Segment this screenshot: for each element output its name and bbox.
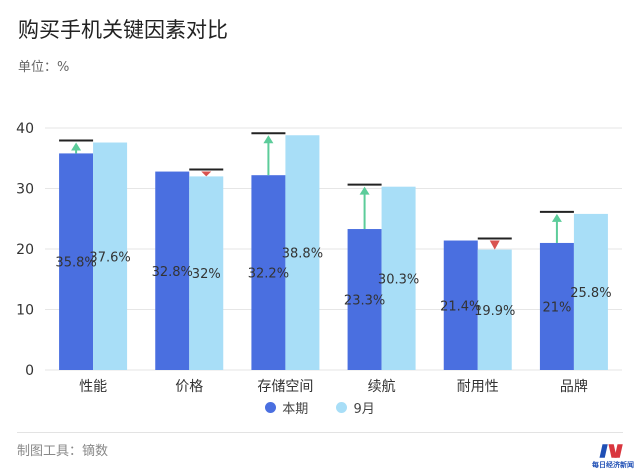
up-arrow-icon [551, 213, 562, 222]
legend-item-current[interactable]: 本期 [265, 398, 308, 417]
x-tick-label: 价格 [175, 379, 203, 395]
legend-dot-icon [336, 402, 348, 413]
bar-current [251, 175, 286, 370]
data-label: 21% [542, 300, 571, 315]
data-label: 19.9% [474, 304, 515, 319]
bar-current [443, 240, 478, 370]
legend: 本期 9月 [0, 398, 640, 417]
x-tick-label: 耐用性 [457, 379, 499, 395]
data-label: 30.3% [378, 272, 419, 287]
up-arrow-icon [263, 135, 274, 144]
bar-september [573, 213, 608, 370]
y-tick-label: 40 [16, 121, 34, 137]
bar-current [155, 171, 190, 370]
legend-dot-icon [265, 402, 277, 413]
chart-title: 购买手机关键因素对比 [18, 18, 228, 42]
unit-label: 单位：% [18, 60, 70, 75]
up-arrow-icon [71, 142, 82, 151]
data-label: 37.6% [89, 250, 130, 265]
bar-september [93, 142, 128, 370]
data-label: 32.2% [248, 267, 289, 282]
bar-current [59, 153, 94, 370]
bar-september [285, 135, 320, 370]
bar-september [189, 176, 224, 370]
bar-current [347, 229, 382, 370]
legend-label: 本期 [282, 402, 309, 417]
divider [17, 432, 623, 433]
bar-september [381, 186, 416, 370]
footer-credit: 制图工具：镝数 [17, 444, 109, 459]
y-tick-label: 20 [16, 242, 34, 258]
data-label: 25.8% [570, 286, 611, 301]
up-arrow-icon [359, 186, 370, 195]
y-tick-label: 10 [16, 303, 34, 319]
x-tick-label: 品牌 [560, 378, 588, 395]
bar-september [477, 249, 512, 370]
x-tick-label: 续航 [368, 378, 396, 395]
y-tick-label: 0 [25, 363, 34, 379]
data-label: 32% [192, 267, 221, 282]
legend-label: 9月 [353, 402, 375, 417]
data-label: 35.8% [55, 256, 96, 271]
data-label: 38.8% [282, 247, 323, 262]
logo-text: 每日经济新闻 [592, 461, 634, 469]
logo-icon [599, 444, 623, 458]
data-label: 23.3% [344, 294, 385, 309]
x-tick-label: 性能 [79, 379, 107, 395]
data-label: 21.4% [440, 299, 481, 314]
x-tick-label: 存储空间 [257, 379, 313, 395]
bar-current [539, 242, 574, 370]
down-arrow-icon [201, 171, 212, 177]
bar-chart: 0 10 20 30 40 35.8%37.6% 性能 32.8%32% 价格 32.2% 38.8… [16, 121, 622, 395]
y-tick-label: 30 [16, 182, 34, 198]
down-arrow-icon [489, 240, 500, 250]
data-label: 32.8% [152, 265, 193, 280]
legend-item-september[interactable]: 9月 [336, 398, 375, 417]
